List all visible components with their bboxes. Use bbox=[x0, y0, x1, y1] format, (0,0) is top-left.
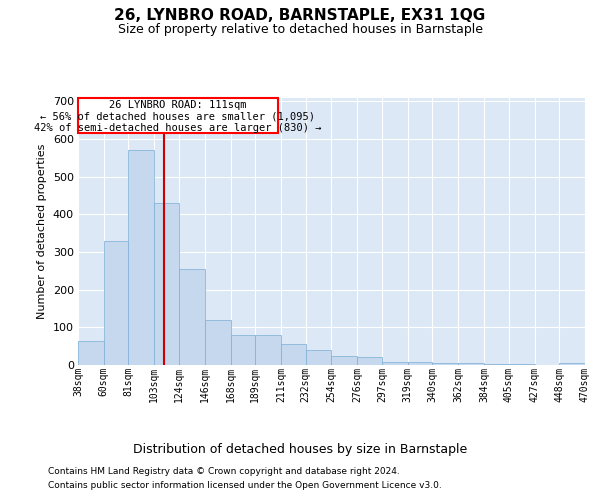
Text: Contains HM Land Registry data © Crown copyright and database right 2024.: Contains HM Land Registry data © Crown c… bbox=[48, 468, 400, 476]
Bar bbox=[458, 364, 484, 365]
Bar bbox=[281, 344, 305, 365]
Y-axis label: Number of detached properties: Number of detached properties bbox=[37, 144, 47, 319]
Bar bbox=[128, 150, 154, 365]
Text: 26 LYNBRO ROAD: 111sqm: 26 LYNBRO ROAD: 111sqm bbox=[109, 100, 247, 110]
Bar bbox=[305, 350, 331, 365]
Text: Contains public sector information licensed under the Open Government Licence v3: Contains public sector information licen… bbox=[48, 481, 442, 490]
Bar bbox=[104, 240, 128, 365]
Bar bbox=[78, 340, 104, 365]
Text: Size of property relative to detached houses in Barnstaple: Size of property relative to detached ho… bbox=[118, 22, 482, 36]
Bar bbox=[255, 335, 281, 365]
Bar bbox=[205, 320, 230, 365]
Bar bbox=[179, 269, 205, 365]
Bar bbox=[154, 203, 179, 365]
Bar bbox=[509, 364, 535, 365]
Bar bbox=[433, 363, 458, 365]
Bar bbox=[230, 335, 255, 365]
Text: Distribution of detached houses by size in Barnstaple: Distribution of detached houses by size … bbox=[133, 442, 467, 456]
Bar bbox=[358, 358, 382, 365]
Bar bbox=[382, 362, 408, 365]
Text: ← 56% of detached houses are smaller (1,095): ← 56% of detached houses are smaller (1,… bbox=[40, 111, 315, 121]
Bar bbox=[408, 362, 433, 365]
Bar bbox=[78, 98, 278, 134]
Bar bbox=[331, 356, 358, 365]
Text: 42% of semi-detached houses are larger (830) →: 42% of semi-detached houses are larger (… bbox=[34, 122, 322, 132]
Bar bbox=[484, 364, 509, 365]
Text: 26, LYNBRO ROAD, BARNSTAPLE, EX31 1QG: 26, LYNBRO ROAD, BARNSTAPLE, EX31 1QG bbox=[115, 8, 485, 22]
Bar bbox=[559, 363, 585, 365]
